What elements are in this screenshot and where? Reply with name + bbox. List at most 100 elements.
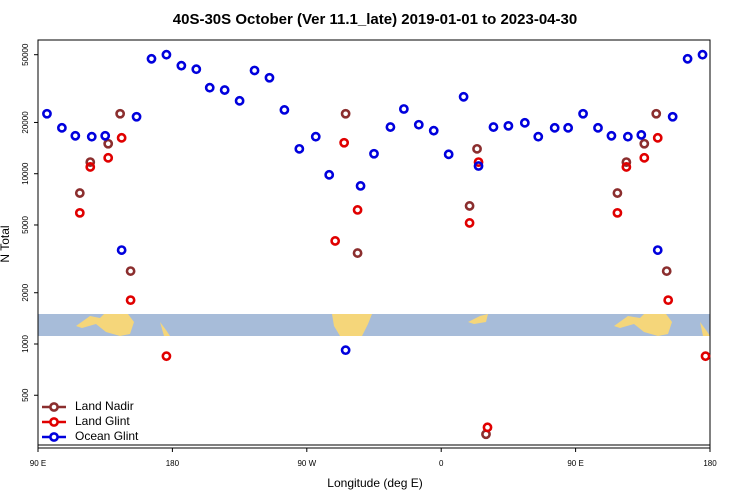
legend-label: Land Nadir (75, 399, 134, 413)
point (74, 207, 85, 218)
point (413, 119, 424, 130)
x-tick-label: 180 (703, 459, 717, 468)
point (125, 266, 136, 276)
point (42, 108, 52, 119)
point (652, 245, 663, 255)
y-tick-label: 50000 (21, 43, 30, 66)
point (697, 49, 708, 60)
point (663, 295, 674, 306)
point (503, 120, 514, 131)
point (86, 131, 97, 142)
point (191, 64, 202, 75)
point (146, 53, 157, 64)
point (249, 65, 260, 76)
x-tick-label: 90 E (567, 459, 583, 468)
point (464, 201, 475, 211)
point (472, 143, 482, 154)
point (612, 188, 623, 198)
point (661, 266, 672, 276)
point (310, 131, 321, 142)
y-tick-label: 2000 (21, 283, 30, 301)
point (639, 152, 650, 163)
point (606, 130, 617, 141)
point (369, 148, 379, 159)
point (131, 111, 142, 122)
point (443, 149, 454, 160)
point (563, 122, 574, 133)
map-strip (38, 314, 710, 336)
point (533, 131, 544, 142)
point (125, 295, 136, 306)
point (667, 111, 678, 122)
point (56, 122, 67, 133)
point (161, 49, 172, 60)
point (294, 143, 305, 154)
y-axis-label: N Total (0, 225, 12, 262)
point (85, 157, 96, 168)
point (355, 181, 366, 191)
y-tick-label: 20000 (21, 111, 30, 134)
point (682, 53, 693, 64)
point (339, 137, 350, 148)
point (612, 207, 623, 218)
point (85, 162, 96, 172)
point (622, 131, 633, 142)
point (652, 132, 663, 143)
point (103, 138, 114, 149)
point (219, 85, 230, 95)
chart-title: 40S-30S October (Ver 11.1_late) 2019-01-… (173, 11, 577, 28)
point (621, 157, 632, 168)
point (488, 122, 499, 132)
point (74, 188, 85, 198)
x-tick-label: 180 (166, 459, 180, 468)
point (330, 236, 341, 246)
legend-marker (49, 417, 59, 427)
point (473, 161, 484, 171)
legend-label: Ocean Glint (75, 429, 139, 443)
point (324, 169, 335, 180)
point (264, 72, 275, 83)
point (204, 82, 215, 93)
x-tick-label: 0 (439, 459, 444, 468)
y-tick-label: 10000 (21, 162, 30, 185)
point (458, 91, 469, 102)
point (385, 122, 396, 132)
legend-marker (49, 402, 59, 412)
point (621, 162, 632, 172)
point (340, 345, 351, 356)
legend-label: Land Glint (75, 414, 130, 428)
y-tick-label: 500 (21, 388, 30, 402)
point (116, 132, 127, 143)
point (482, 422, 493, 433)
point (279, 105, 290, 115)
point (116, 245, 127, 255)
plot-frame (37, 39, 711, 449)
point (428, 125, 439, 136)
point (176, 60, 187, 71)
y-tick-label: 1000 (21, 335, 30, 353)
point (103, 152, 114, 163)
x-axis-label: Longitude (deg E) (327, 476, 422, 490)
legend-marker (49, 432, 59, 442)
point (70, 130, 81, 141)
point (464, 218, 475, 228)
point (352, 205, 363, 215)
point (700, 351, 711, 362)
point (100, 130, 111, 141)
point (578, 108, 588, 119)
point (161, 351, 172, 362)
x-tick-label: 90 W (297, 459, 316, 468)
point (473, 157, 484, 168)
point (115, 108, 126, 119)
point (519, 117, 530, 128)
point (340, 108, 351, 119)
point (234, 95, 245, 106)
point (651, 108, 662, 119)
point (593, 122, 603, 133)
point (549, 122, 560, 133)
point (636, 130, 647, 140)
x-tick-label: 90 E (30, 459, 46, 468)
point (639, 138, 650, 149)
point (398, 104, 409, 114)
